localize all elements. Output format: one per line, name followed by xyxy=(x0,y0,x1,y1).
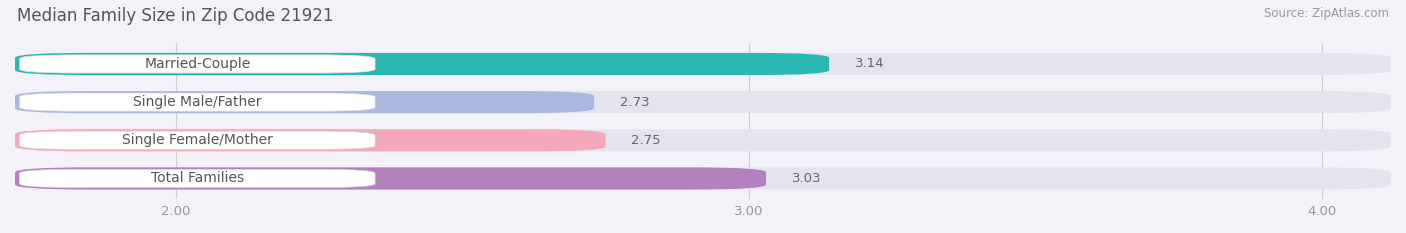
FancyBboxPatch shape xyxy=(20,131,375,149)
Text: Source: ZipAtlas.com: Source: ZipAtlas.com xyxy=(1264,7,1389,20)
FancyBboxPatch shape xyxy=(15,91,1391,113)
FancyBboxPatch shape xyxy=(15,91,595,113)
FancyBboxPatch shape xyxy=(15,167,766,189)
FancyBboxPatch shape xyxy=(15,53,830,75)
FancyBboxPatch shape xyxy=(15,53,1391,75)
FancyBboxPatch shape xyxy=(20,93,375,111)
Text: 3.14: 3.14 xyxy=(855,58,884,70)
Text: 2.75: 2.75 xyxy=(631,134,661,147)
Text: Total Families: Total Families xyxy=(150,171,243,185)
Text: Single Female/Mother: Single Female/Mother xyxy=(122,133,273,147)
Text: 2.73: 2.73 xyxy=(620,96,650,109)
FancyBboxPatch shape xyxy=(20,169,375,188)
FancyBboxPatch shape xyxy=(15,129,606,151)
FancyBboxPatch shape xyxy=(15,167,1391,189)
Text: Single Male/Father: Single Male/Father xyxy=(134,95,262,109)
FancyBboxPatch shape xyxy=(20,55,375,73)
Text: Median Family Size in Zip Code 21921: Median Family Size in Zip Code 21921 xyxy=(17,7,333,25)
FancyBboxPatch shape xyxy=(15,129,1391,151)
Text: 3.03: 3.03 xyxy=(792,172,821,185)
Text: Married-Couple: Married-Couple xyxy=(145,57,250,71)
